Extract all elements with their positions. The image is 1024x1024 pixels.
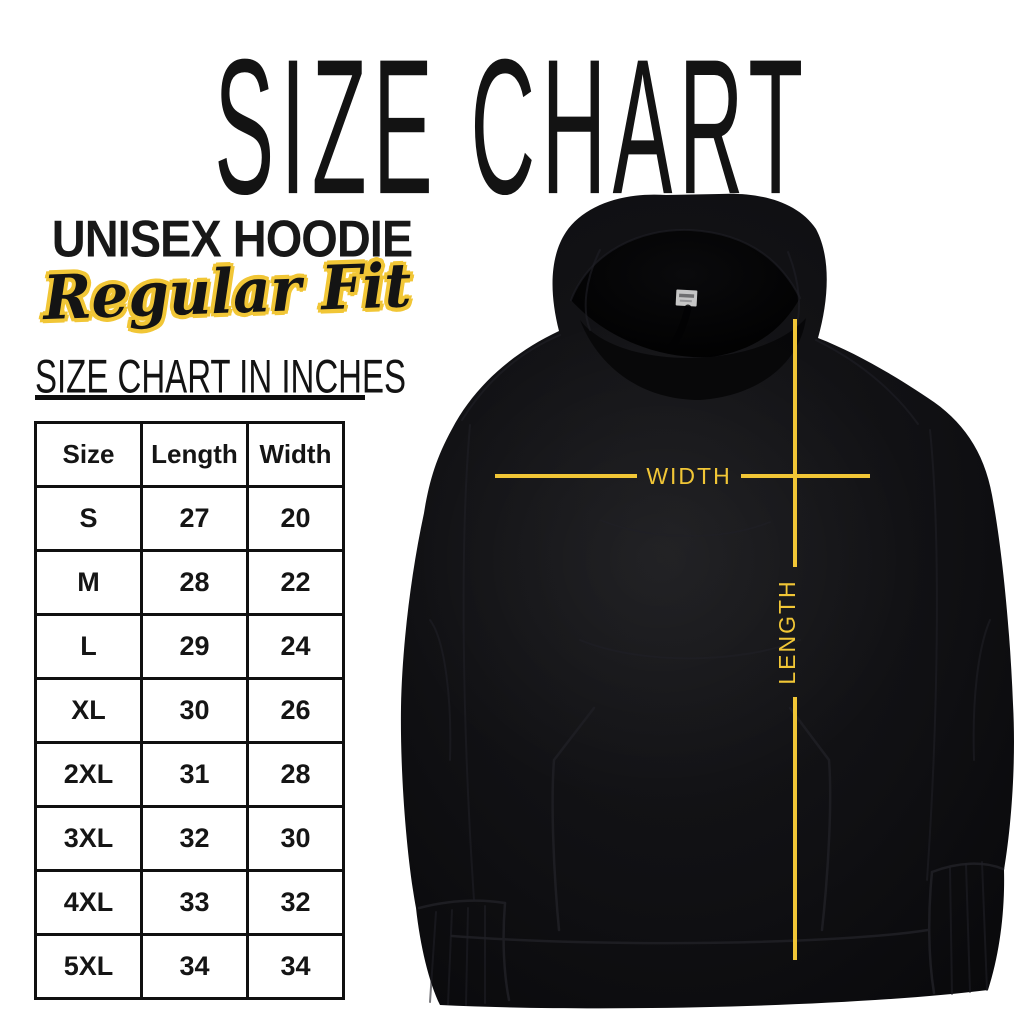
length-cell: 32 xyxy=(140,805,249,872)
shoulder-seam-right xyxy=(815,339,919,425)
kangaroo-pocket xyxy=(551,706,832,932)
width-cell: 22 xyxy=(246,549,345,616)
armhole-seam-right xyxy=(926,429,938,881)
cuff-right xyxy=(927,861,1005,995)
width-cell: 28 xyxy=(246,741,345,808)
neck-tag xyxy=(675,289,698,307)
length-cell: 31 xyxy=(140,741,249,808)
length-cell: 33 xyxy=(140,869,249,936)
width-cell: 26 xyxy=(246,677,345,744)
chest-wrinkle-1 xyxy=(599,519,771,537)
table-row: M 28 22 xyxy=(34,549,345,616)
size-table-heading: SIZE CHART IN INCHES xyxy=(35,350,406,403)
hood-fold-left xyxy=(584,249,601,331)
table-row: 2XL 31 28 xyxy=(34,741,345,808)
table-header-row: Size Length Width xyxy=(34,421,345,488)
column-header-width: Width xyxy=(246,421,345,488)
table-row: XL 30 26 xyxy=(34,677,345,744)
table-row: S 27 20 xyxy=(34,485,345,552)
chest-wrinkle-2 xyxy=(579,639,801,660)
table-row: 3XL 32 30 xyxy=(34,805,345,872)
size-cell: 3XL xyxy=(34,805,143,872)
tag-body xyxy=(675,289,698,307)
tag-print xyxy=(679,293,695,298)
collar-shadow xyxy=(580,318,806,400)
measurement-overlay: WIDTH LENGTH xyxy=(495,319,870,960)
length-cell: 29 xyxy=(140,613,249,680)
size-table-heading-text: SIZE CHART IN INCHES xyxy=(35,350,407,403)
size-cell: S xyxy=(34,485,143,552)
drawcord-shadow xyxy=(667,304,692,352)
size-table: Size Length Width S 27 20 M 28 22 L 29 2… xyxy=(34,421,345,1000)
size-cell: 4XL xyxy=(34,869,143,936)
sleeve-crease-right xyxy=(972,619,991,761)
table-row: 4XL 33 32 xyxy=(34,869,345,936)
product-name: UNISEX HOODIE xyxy=(51,209,413,268)
size-cell: 5XL xyxy=(34,933,143,1000)
width-label: WIDTH xyxy=(646,463,731,489)
armhole-seam-left xyxy=(462,424,475,901)
length-cell: 34 xyxy=(140,933,249,1000)
length-cell: 27 xyxy=(140,485,249,552)
size-cell: L xyxy=(34,613,143,680)
table-row: 5XL 34 34 xyxy=(34,933,345,1000)
column-header-size: Size xyxy=(34,421,143,488)
width-cell: 34 xyxy=(246,933,345,1000)
cuff-left xyxy=(417,899,511,1006)
length-label: LENGTH xyxy=(774,579,800,684)
width-cell: 20 xyxy=(246,485,345,552)
hoodie-illustration xyxy=(390,193,1014,1009)
size-cell: XL xyxy=(34,677,143,744)
length-cell: 30 xyxy=(140,677,249,744)
width-cell: 30 xyxy=(246,805,345,872)
hem-seam xyxy=(450,928,930,945)
width-cell: 32 xyxy=(246,869,345,936)
product-fit: Regular Fit xyxy=(42,249,413,334)
tag-print-small xyxy=(679,299,692,303)
width-cell: 24 xyxy=(246,613,345,680)
sleeve-crease-left xyxy=(429,619,452,761)
length-cell: 28 xyxy=(140,549,249,616)
size-cell: M xyxy=(34,549,143,616)
column-header-length: Length xyxy=(140,421,249,488)
hood-rim-seam xyxy=(570,228,801,301)
table-row: L 29 24 xyxy=(34,613,345,680)
size-cell: 2XL xyxy=(34,741,143,808)
shoulder-seam-left xyxy=(461,334,561,421)
